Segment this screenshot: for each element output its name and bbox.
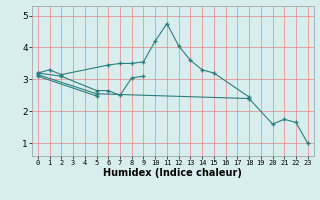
X-axis label: Humidex (Indice chaleur): Humidex (Indice chaleur) — [103, 168, 242, 178]
